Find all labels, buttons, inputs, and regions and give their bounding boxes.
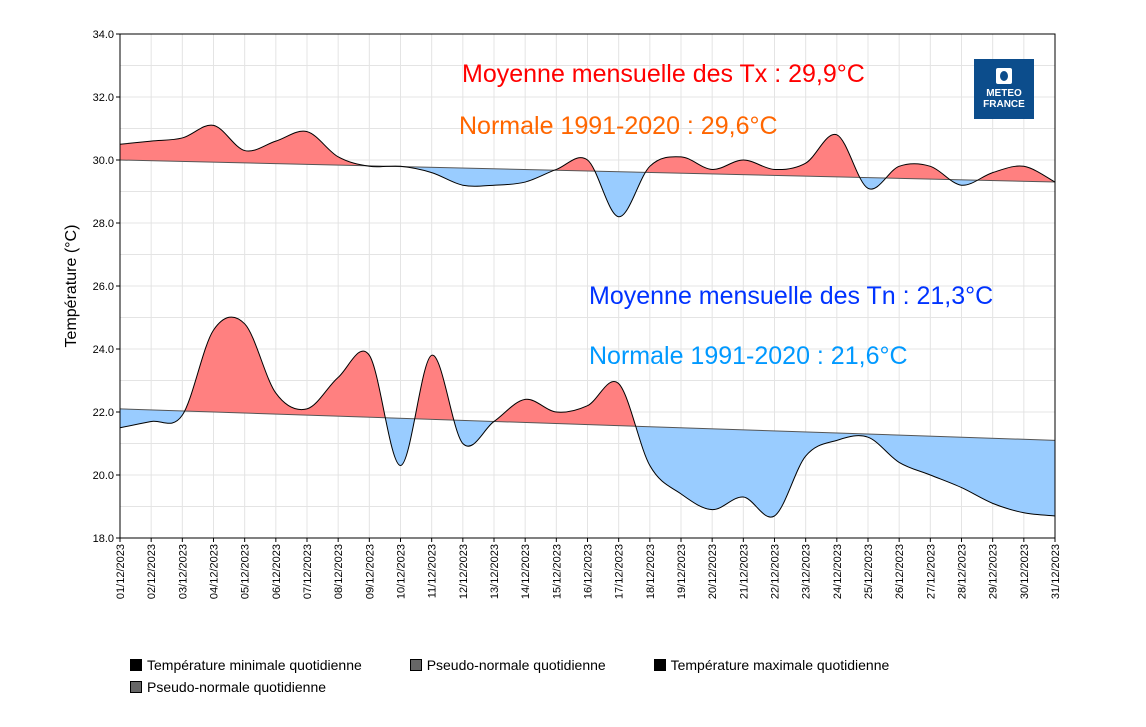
x-tick-label: 30/12/2023 <box>1019 544 1031 599</box>
x-tick-label: 27/12/2023 <box>925 544 937 599</box>
x-tick-label: 19/12/2023 <box>676 544 688 599</box>
y-tick-label: 30.0 <box>93 155 114 167</box>
annotation-tx-normal: Normale 1991-2020 : 29,6°C <box>459 112 778 140</box>
x-tick-label: 16/12/2023 <box>583 544 595 599</box>
y-tick-label: 32.0 <box>93 92 114 104</box>
x-tick-label: 29/12/2023 <box>988 544 1000 599</box>
legend-item-normal-tn: Pseudo-normale quotidienne <box>409 654 606 676</box>
legend-swatch <box>653 659 666 671</box>
x-tick-label: 05/12/2023 <box>240 544 252 599</box>
x-tick-label: 17/12/2023 <box>614 544 626 599</box>
x-tick-label: 02/12/2023 <box>146 544 158 599</box>
legend-item-normal-tx: Pseudo-normale quotidienne <box>130 676 326 698</box>
legend-item-tn: Température minimale quotidienne <box>130 654 362 676</box>
x-tick-label: 20/12/2023 <box>707 544 719 599</box>
temperature-chart: 18.0 20.0 22.0 24.0 26.0 28.0 30.0 32.0 34.0 01/1… <box>63 29 1062 599</box>
x-tick-label: 31/12/2023 <box>1050 544 1062 599</box>
x-tick-label: 24/12/2023 <box>832 544 844 599</box>
x-tick-label: 03/12/2023 <box>177 544 189 599</box>
legend-swatch <box>130 659 142 671</box>
x-tick-label: 13/12/2023 <box>489 544 501 599</box>
normal-line-tx <box>119 159 1056 183</box>
annotation-tn-normal: Normale 1991-2020 : 21,6°C <box>589 342 908 370</box>
x-tick-label: 08/12/2023 <box>333 544 345 599</box>
y-tick-label: 34.0 <box>93 29 114 41</box>
legend-label: Température maximale quotidienne <box>670 657 890 673</box>
area-above-normal <box>120 317 1055 441</box>
normal-line-tn <box>119 408 1056 441</box>
x-tick-label: 12/12/2023 <box>458 544 470 599</box>
y-tick-label: 20.0 <box>93 470 114 482</box>
logo-text-1: METEO <box>986 88 1022 99</box>
x-tick-label: 14/12/2023 <box>520 544 532 599</box>
x-tick-label: 22/12/2023 <box>770 544 782 599</box>
annotation-tx-mean: Moyenne mensuelle des Tx : 29,9°C <box>462 60 865 88</box>
x-tick-label: 07/12/2023 <box>302 544 314 599</box>
y-tick-label: 26.0 <box>93 281 114 293</box>
x-tick-label: 26/12/2023 <box>894 544 906 599</box>
x-tick-label: 18/12/2023 <box>645 544 657 599</box>
x-tick-label: 23/12/2023 <box>801 544 813 599</box>
x-tick-label: 10/12/2023 <box>396 544 408 599</box>
x-tick-label: 25/12/2023 <box>863 544 875 599</box>
y-tick-label: 22.0 <box>93 407 114 419</box>
x-tick-label: 01/12/2023 <box>115 544 127 599</box>
legend: Température minimale quotidienne Pseudo-… <box>130 654 1010 698</box>
legend-item-tx: Température maximale quotidienne <box>653 654 890 676</box>
y-tick-label: 24.0 <box>93 344 114 356</box>
series-line-tn <box>119 316 1056 518</box>
x-tick-label: 15/12/2023 <box>551 544 563 599</box>
logo-text-2: FRANCE <box>983 99 1025 110</box>
series-line-tx <box>119 124 1056 218</box>
annotation-tn-mean: Moyenne mensuelle des Tn : 21,3°C <box>589 282 993 310</box>
x-tick-label: 21/12/2023 <box>738 544 750 599</box>
legend-swatch <box>409 659 422 671</box>
x-tick-label: 09/12/2023 <box>364 544 376 599</box>
x-tick-label: 11/12/2023 <box>427 544 439 598</box>
legend-label: Pseudo-normale quotidienne <box>147 679 327 695</box>
y-tick-label: 18.0 <box>93 533 114 545</box>
y-tick-label: 28.0 <box>93 218 114 230</box>
legend-label: Pseudo-normale quotidienne <box>426 657 606 673</box>
x-tick-label: 28/12/2023 <box>957 544 969 599</box>
legend-label: Température minimale quotidienne <box>147 657 362 673</box>
logo-icon <box>996 68 1012 84</box>
y-axis-label: Température (°C) <box>63 225 80 348</box>
legend-swatch <box>130 681 142 693</box>
x-tick-label: 06/12/2023 <box>271 544 283 599</box>
meteo-france-logo: METEO FRANCE <box>974 59 1034 119</box>
x-tick-label: 04/12/2023 <box>209 544 221 599</box>
